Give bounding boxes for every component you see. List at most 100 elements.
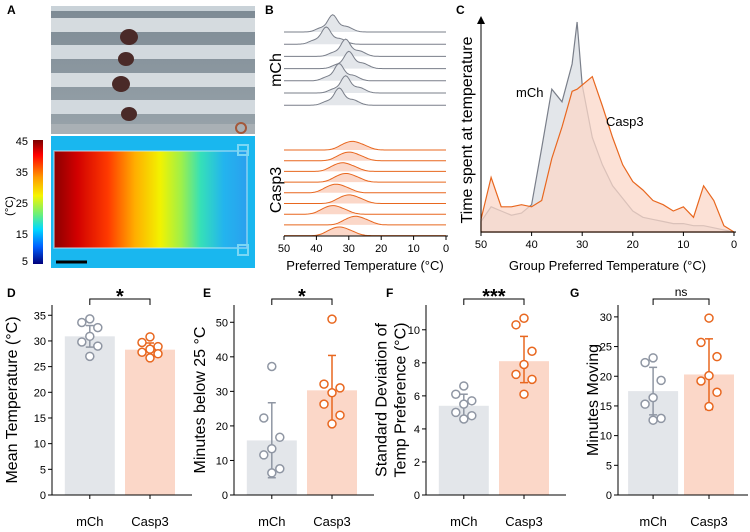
y-axis-label-line: Standard Deviation of	[373, 323, 390, 477]
x-tick-label: mCh	[76, 514, 103, 529]
panel-letter-a: A	[7, 3, 16, 17]
ridge-trace	[284, 87, 446, 106]
mouse	[118, 52, 134, 66]
data-point	[467, 410, 477, 421]
heat-map-floor	[54, 151, 247, 248]
ridge-trace	[284, 205, 446, 215]
data-point	[451, 407, 461, 418]
y-tick-label: 2	[414, 457, 420, 469]
y-tick-label: 0	[606, 490, 612, 502]
y-tick-label: 20	[600, 371, 612, 383]
ridge-trace	[284, 173, 446, 183]
data-point	[267, 443, 277, 454]
panel-letter-e: E	[203, 286, 211, 300]
data-point	[319, 379, 329, 389]
y-tick-label: 20	[34, 387, 46, 399]
y-axis-label: Mean Temperature (°C)	[4, 316, 21, 483]
group-label-mch: mCh	[268, 53, 285, 87]
ridge-trace	[284, 140, 446, 151]
panel-letter-c: C	[456, 3, 465, 17]
data-point	[704, 313, 714, 323]
y-tick-label: 5	[606, 460, 612, 472]
data-point	[327, 314, 337, 324]
significance-bracket	[89, 298, 151, 305]
ridge-fill	[284, 14, 446, 32]
panel-letter-d: D	[7, 286, 16, 300]
colorbar-tick: 35	[16, 167, 28, 179]
x-tick-label: 50	[278, 243, 290, 255]
data-point	[648, 392, 658, 403]
ridge-trace	[284, 162, 446, 172]
y-axis-label: Time spent at temperature	[459, 36, 476, 223]
data-point	[267, 468, 277, 478]
x-tick-label: 50	[475, 239, 487, 251]
data-point	[145, 344, 155, 354]
data-point	[267, 361, 277, 372]
y-axis-label: Minutes Moving	[585, 344, 602, 456]
data-point	[85, 351, 95, 362]
arena-lane	[51, 45, 255, 59]
panel-c-chart: 50 40 30 20 10 0 Group Preferred Temperature (…	[459, 16, 737, 273]
y-tick-label: 0	[414, 490, 420, 502]
ridge-trace	[284, 38, 446, 57]
data-point	[459, 414, 469, 424]
ridge-fill	[284, 194, 446, 204]
y-tick-label: 20	[216, 421, 228, 433]
y-tick-label: 25	[600, 342, 612, 354]
colorbar-tick: 25	[16, 198, 28, 210]
bar-casp3	[125, 349, 175, 495]
data-point	[511, 369, 521, 380]
colorbar-tick: 45	[16, 136, 28, 148]
data-point	[77, 337, 87, 347]
x-tick-label: Casp3	[131, 514, 169, 529]
arena-photo	[51, 6, 255, 134]
x-tick-label: Casp3	[505, 514, 543, 529]
data-point	[696, 376, 706, 386]
series-label-mch: mCh	[516, 85, 543, 100]
x-tick-label: 20	[627, 239, 639, 251]
y-tick-label: 10	[34, 439, 46, 451]
significance-label: *	[116, 286, 124, 308]
heat-map-corner-marker	[237, 244, 249, 256]
x-tick-label: Casp3	[690, 514, 728, 529]
panel-letter-g: G	[570, 286, 579, 300]
data-point	[259, 450, 269, 460]
x-tick-label: 40	[525, 239, 537, 251]
ridge-fill	[284, 227, 446, 236]
ridge-fill	[284, 205, 446, 215]
data-point	[137, 337, 147, 348]
data-point	[467, 396, 477, 406]
colorbar-tick: 5	[22, 256, 28, 268]
heat-map-corner-marker	[237, 144, 249, 156]
ridge-fill	[284, 216, 446, 225]
y-tick-label: 0	[40, 490, 46, 502]
colorbar: 45 35 25 15 5 (°C)	[4, 136, 43, 268]
y-axis-arrow	[477, 16, 485, 24]
y-tick-label: 50	[216, 317, 228, 329]
ridge-trace	[284, 75, 446, 94]
data-point	[85, 331, 95, 342]
data-point	[93, 322, 103, 333]
ridge-trace	[284, 50, 446, 70]
data-point	[259, 413, 269, 423]
data-point	[656, 375, 666, 386]
data-point	[648, 415, 658, 425]
y-tick-label: 10	[408, 325, 420, 337]
x-tick-label: 40	[310, 243, 322, 255]
y-tick-label: 30	[34, 336, 46, 348]
mouse	[121, 107, 137, 121]
data-point	[327, 387, 337, 398]
data-point	[93, 341, 103, 351]
ridge-trace	[284, 226, 446, 237]
data-point	[459, 381, 469, 391]
y-tick-label: 10	[600, 431, 612, 443]
x-tick-label: mCh	[258, 514, 285, 529]
data-point	[77, 317, 87, 328]
x-tick-label: Casp3	[313, 514, 351, 529]
significance-label: ns	[675, 285, 688, 299]
data-point	[519, 359, 529, 370]
colorbar-tick: 15	[16, 229, 28, 241]
arena-lane	[51, 73, 255, 87]
data-point	[335, 383, 345, 393]
